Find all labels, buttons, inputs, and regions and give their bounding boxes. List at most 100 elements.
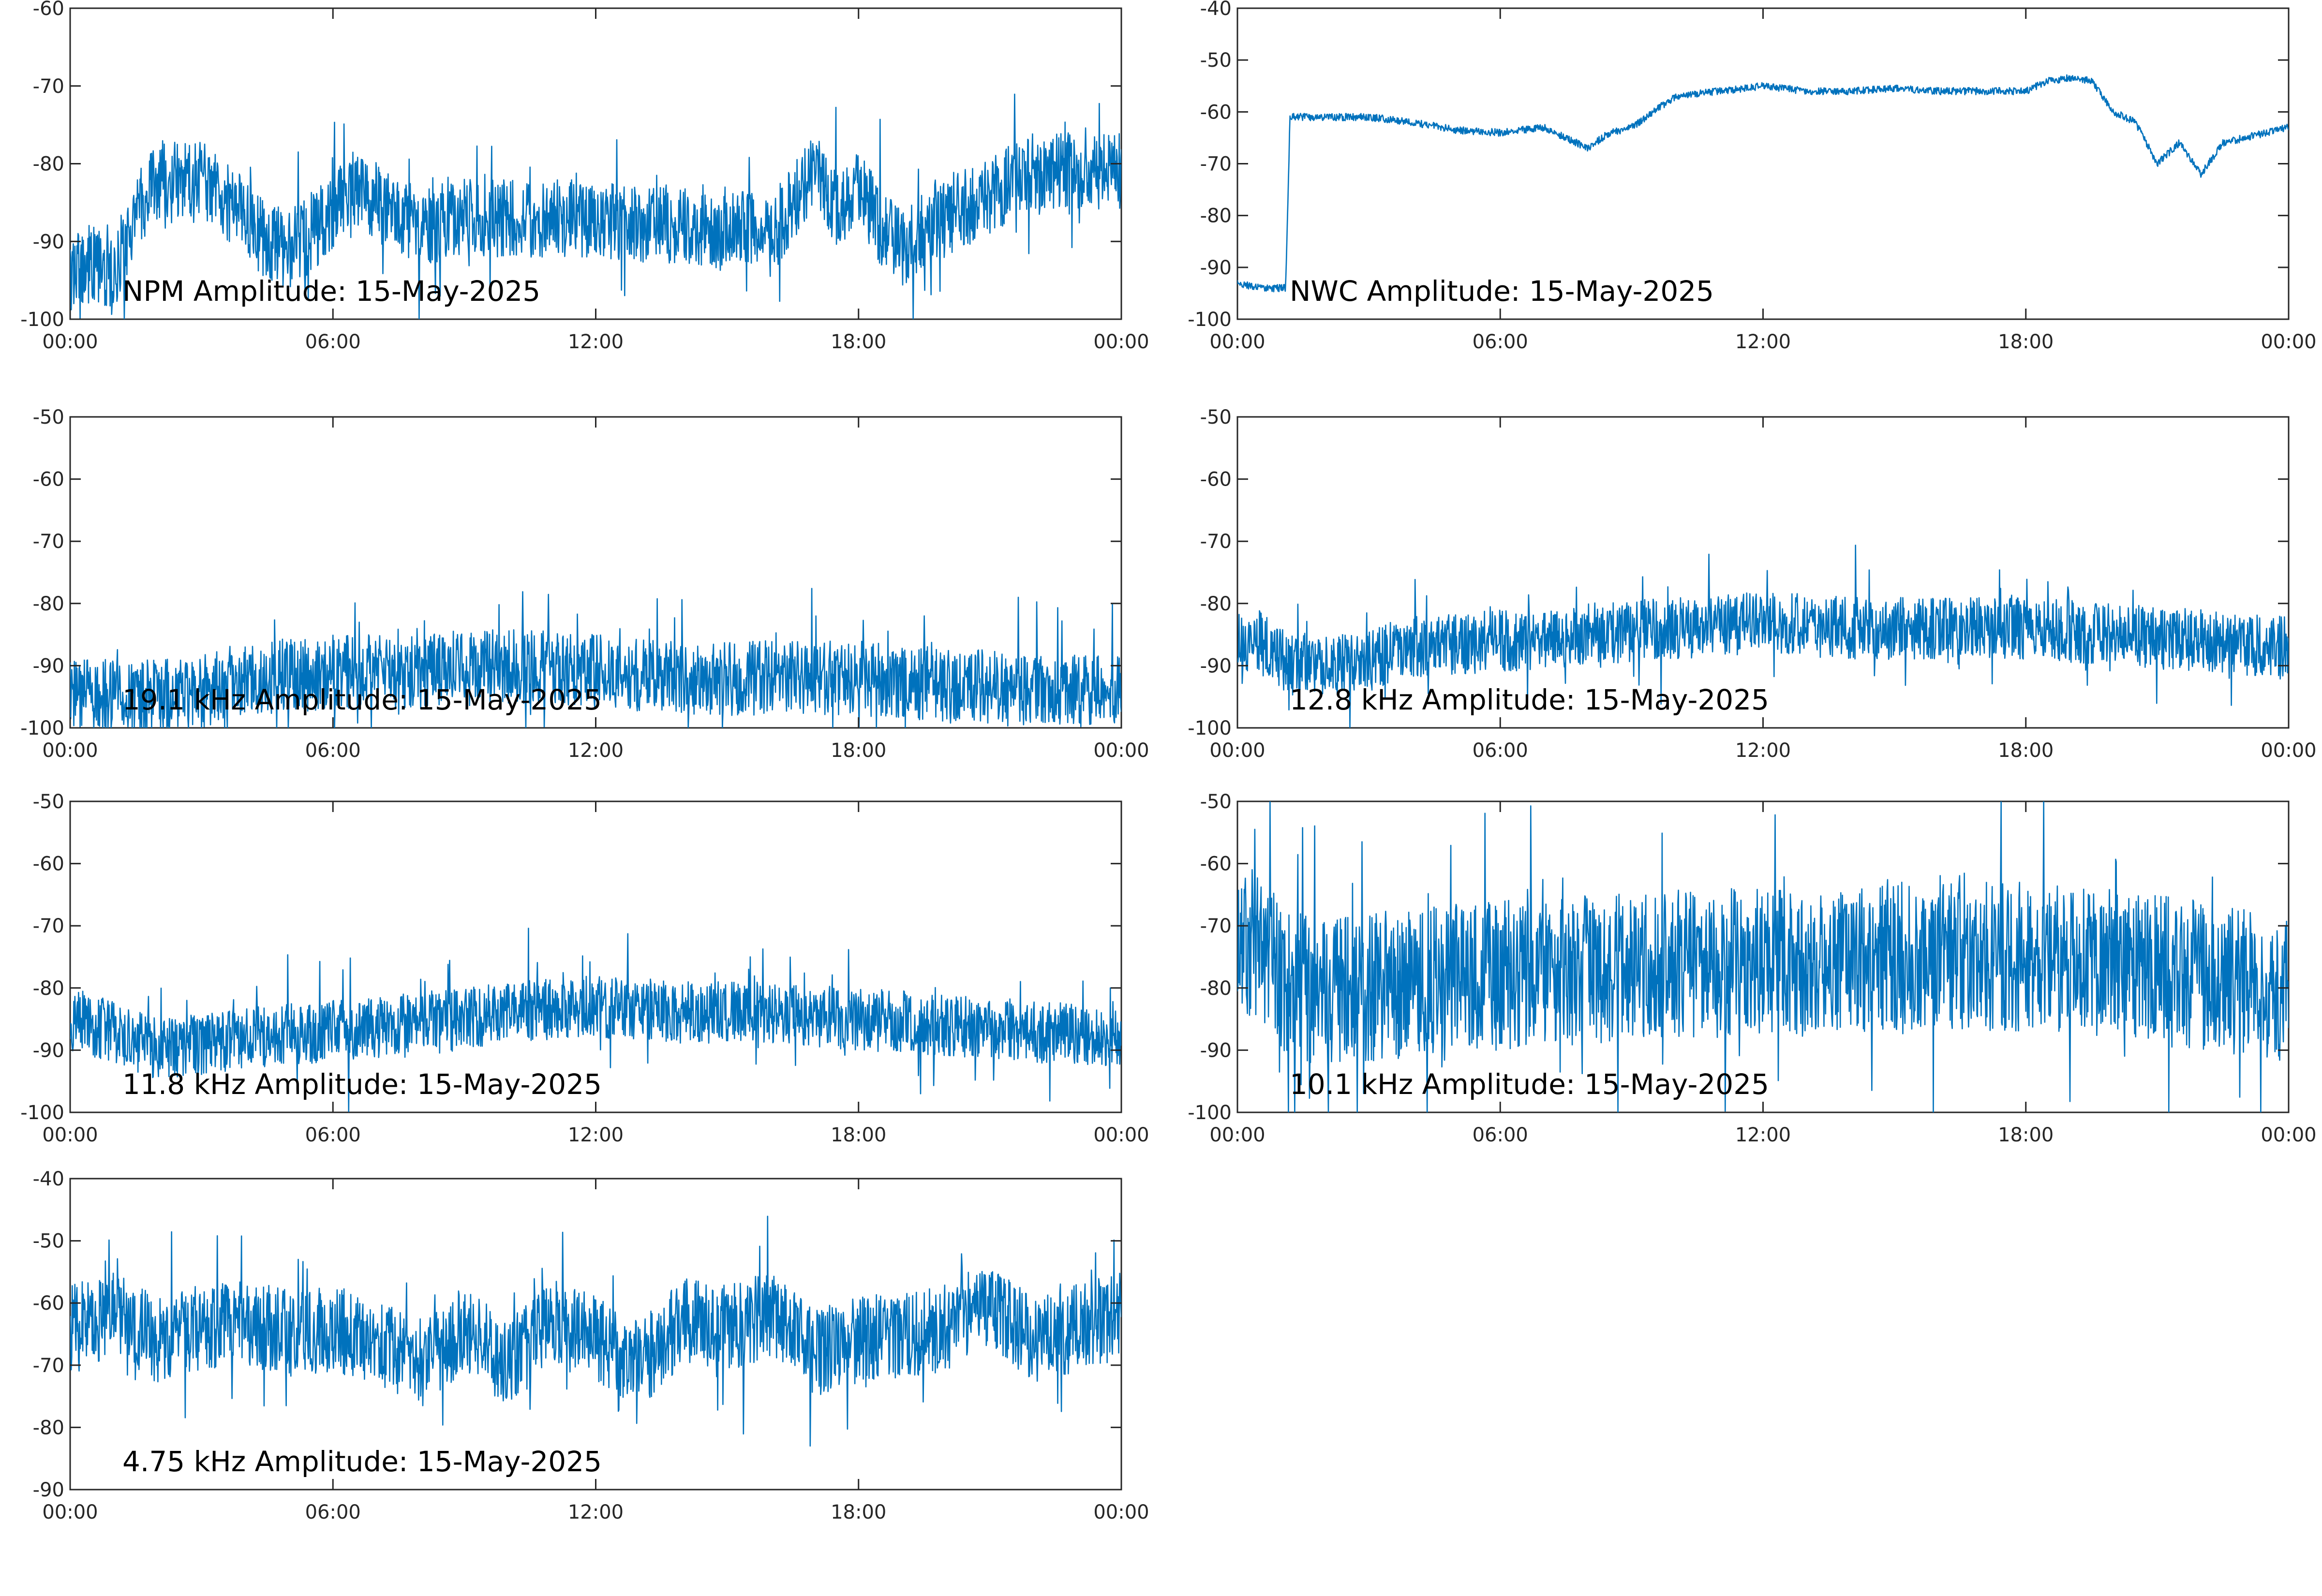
y-tick-label: -100: [20, 309, 64, 331]
x-tick-label: 18:00: [1998, 739, 2054, 762]
x-tick-label: 00:00: [42, 1501, 98, 1523]
plot-frame: [1236, 416, 2290, 729]
chart-title: NWC Amplitude: 15-May-2025: [1290, 275, 1714, 308]
y-tick-label: -60: [33, 0, 64, 20]
y-tick-label: -80: [1200, 977, 1232, 1000]
chart-title: 11.8 kHz Amplitude: 15-May-2025: [122, 1068, 602, 1101]
y-tick-label: -70: [33, 915, 64, 937]
y-tick-label: -70: [1200, 531, 1232, 553]
y-tick-label: -70: [1200, 153, 1232, 176]
x-tick-label: 12:00: [1735, 1124, 1791, 1146]
x-tick-label: 06:00: [305, 1124, 361, 1146]
series-line-1: [70, 1215, 1121, 1447]
y-tick-label: -80: [33, 593, 64, 615]
y-tick-label: -100: [1188, 309, 1232, 331]
y-tick-label: -50: [1200, 791, 1232, 813]
x-tick-label: 00:00: [1093, 331, 1149, 353]
y-tick-label: -70: [33, 75, 64, 98]
y-tick-label: -70: [33, 531, 64, 553]
y-tick-label: -60: [33, 1292, 64, 1315]
x-tick-label: 12:00: [568, 1124, 624, 1146]
x-tick-label: 00:00: [2261, 331, 2316, 353]
y-tick-label: -80: [33, 153, 64, 176]
series-line-1: [70, 588, 1121, 728]
y-tick-label: -40: [1200, 0, 1232, 20]
x-tick-label: 12:00: [568, 739, 624, 762]
series-line-1: [70, 93, 1121, 319]
x-tick-label: 06:00: [1473, 331, 1528, 353]
y-tick-label: -90: [1200, 655, 1232, 677]
y-tick-label: -50: [1200, 406, 1232, 429]
plot-frame: [69, 7, 1122, 320]
y-tick-label: -70: [1200, 915, 1232, 937]
series-line-1: [70, 928, 1121, 1112]
x-tick-label: 18:00: [1998, 331, 2054, 353]
y-tick-label: -90: [33, 231, 64, 253]
y-tick-label: -60: [33, 853, 64, 875]
y-tick-label: -100: [1188, 1102, 1232, 1124]
y-tick-label: -60: [1200, 101, 1232, 123]
x-tick-label: 00:00: [1209, 1124, 1265, 1146]
x-tick-label: 06:00: [1473, 1124, 1528, 1146]
y-tick-label: -60: [1200, 469, 1232, 491]
x-tick-label: 18:00: [831, 739, 886, 762]
y-tick-label: -100: [1188, 717, 1232, 739]
y-tick-label: -100: [20, 717, 64, 739]
chart-title: 4.75 kHz Amplitude: 15-May-2025: [122, 1445, 602, 1478]
x-tick-label: 00:00: [1093, 739, 1149, 762]
y-tick-label: -70: [33, 1355, 64, 1377]
x-tick-label: 18:00: [831, 331, 886, 353]
x-tick-label: 00:00: [2261, 739, 2316, 762]
y-tick-label: -80: [1200, 205, 1232, 227]
y-tick-label: -40: [33, 1168, 64, 1190]
y-tick-label: -100: [20, 1102, 64, 1124]
x-tick-label: 00:00: [1093, 1124, 1149, 1146]
y-tick-label: -60: [33, 469, 64, 491]
x-tick-label: 00:00: [1209, 331, 1265, 353]
x-tick-label: 12:00: [1735, 739, 1791, 762]
y-tick-label: -50: [1200, 49, 1232, 72]
series-line-1: [1237, 74, 2289, 293]
y-tick-label: -90: [1200, 1039, 1232, 1062]
x-tick-label: 18:00: [831, 1501, 886, 1523]
x-tick-label: 12:00: [568, 1501, 624, 1523]
x-tick-label: 00:00: [42, 1124, 98, 1146]
x-tick-label: 06:00: [1473, 739, 1528, 762]
y-tick-label: -90: [33, 655, 64, 677]
y-tick-label: -80: [33, 977, 64, 1000]
x-tick-label: 00:00: [2261, 1124, 2316, 1146]
plot-frame: [1236, 7, 2290, 320]
x-tick-label: 06:00: [305, 331, 361, 353]
x-tick-label: 06:00: [305, 1501, 361, 1523]
plot-frame: [69, 800, 1122, 1113]
chart-title: 10.1 kHz Amplitude: 15-May-2025: [1290, 1068, 1769, 1101]
x-tick-label: 00:00: [42, 331, 98, 353]
x-tick-label: 00:00: [1093, 1501, 1149, 1523]
y-tick-label: -90: [33, 1479, 64, 1501]
chart-title: 19.1 kHz Amplitude: 15-May-2025: [122, 683, 602, 716]
y-tick-label: -50: [33, 1230, 64, 1253]
y-tick-label: -80: [1200, 593, 1232, 615]
x-tick-label: 06:00: [305, 739, 361, 762]
chart-title: NPM Amplitude: 15-May-2025: [122, 275, 540, 308]
chart-title: 12.8 kHz Amplitude: 15-May-2025: [1290, 683, 1769, 716]
y-tick-label: -50: [33, 791, 64, 813]
y-tick-label: -80: [33, 1417, 64, 1439]
y-tick-label: -90: [1200, 257, 1232, 279]
x-tick-label: 18:00: [831, 1124, 886, 1146]
x-tick-label: 12:00: [1735, 331, 1791, 353]
x-tick-label: 12:00: [568, 331, 624, 353]
series-line-1: [1237, 545, 2289, 728]
series-line-1: [1237, 801, 2289, 1112]
x-tick-label: 00:00: [1209, 739, 1265, 762]
y-tick-label: -50: [33, 406, 64, 429]
y-tick-label: -90: [33, 1039, 64, 1062]
x-tick-label: 18:00: [1998, 1124, 2054, 1146]
